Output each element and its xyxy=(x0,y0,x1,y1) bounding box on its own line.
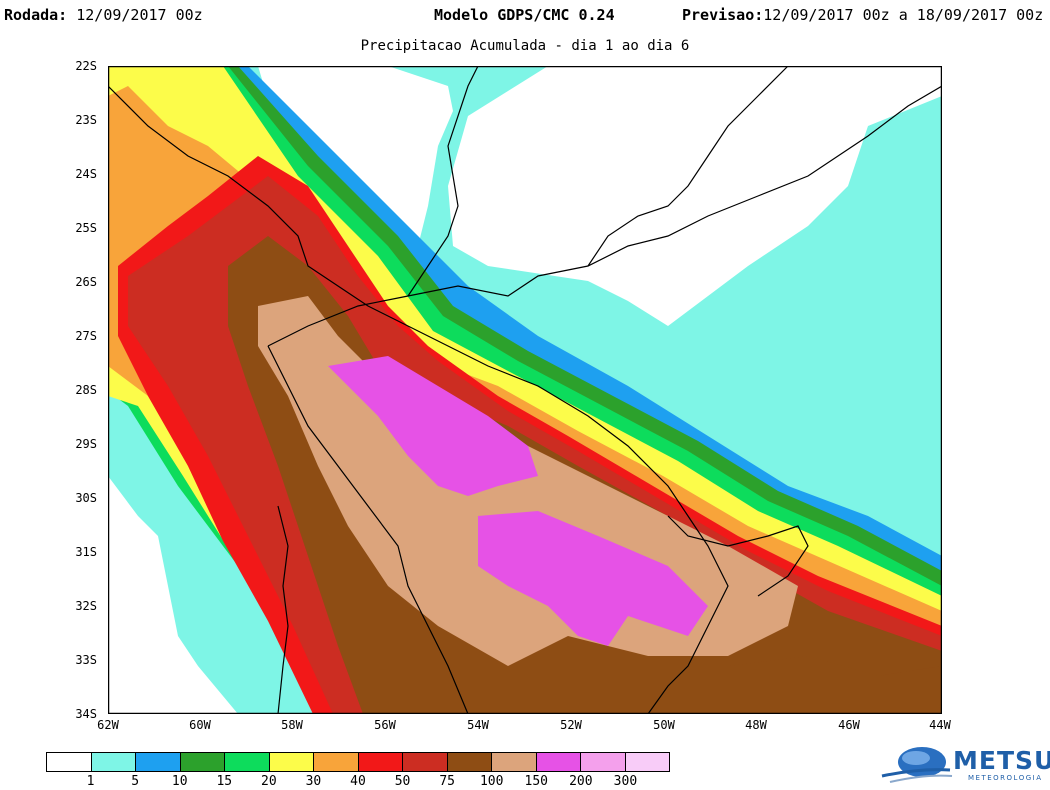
band-75mm-southeast xyxy=(728,656,942,714)
lon-label: 56W xyxy=(374,718,396,732)
forecast-period: Previsao:12/09/2017 00z a 18/09/2017 00z xyxy=(682,6,1044,24)
legend-label: 30 xyxy=(305,774,322,789)
legend-swatch xyxy=(403,753,448,771)
map-subtitle: Precipitacao Acumulada - dia 1 ao dia 6 xyxy=(360,38,690,54)
lon-label: 62W xyxy=(97,718,119,732)
band-150mm-north xyxy=(328,356,538,496)
legend-label: 100 xyxy=(479,774,504,789)
legend-label: 50 xyxy=(394,774,411,789)
lat-label: 26S xyxy=(75,275,97,289)
band-150mm-south xyxy=(478,511,708,646)
lon-label: 58W xyxy=(281,718,303,732)
legend-swatch xyxy=(358,753,403,771)
lon-label: 44W xyxy=(929,718,951,732)
legend-label: 15 xyxy=(216,774,233,789)
lat-label: 29S xyxy=(75,437,97,451)
lat-label: 32S xyxy=(75,599,97,613)
lat-label: 22S xyxy=(75,59,97,73)
lat-label: 25S xyxy=(75,221,97,235)
map-frame xyxy=(108,66,942,714)
lon-label: 54W xyxy=(467,718,489,732)
precipitation-map xyxy=(108,66,942,714)
legend-swatch xyxy=(180,753,225,771)
dry-area-southwest xyxy=(108,476,238,714)
legend-label: 75 xyxy=(439,774,455,789)
legend-swatch xyxy=(136,753,181,771)
color-legend xyxy=(46,752,670,772)
legend-swatch xyxy=(625,753,669,771)
legend-swatch xyxy=(47,753,92,771)
lat-label: 30S xyxy=(75,491,97,505)
lat-label: 28S xyxy=(75,383,97,397)
lon-label: 46W xyxy=(838,718,860,732)
lat-label: 33S xyxy=(75,653,97,667)
legend-label: 40 xyxy=(350,774,366,789)
legend-swatch xyxy=(314,753,359,771)
political-borders xyxy=(108,66,942,714)
legend-swatch xyxy=(581,753,626,771)
legend-label: 300 xyxy=(613,774,638,789)
dry-area-north xyxy=(258,66,453,246)
lat-label: 31S xyxy=(75,545,97,559)
lon-label: 52W xyxy=(560,718,582,732)
legend-label: 5 xyxy=(131,774,140,789)
legend-swatch xyxy=(91,753,136,771)
lat-label: 34S xyxy=(75,707,97,721)
metsul-logo xyxy=(881,747,953,783)
legend-label: 1 xyxy=(86,774,95,789)
legend-swatch xyxy=(536,753,581,771)
legend-swatch xyxy=(225,753,270,771)
legend-swatch xyxy=(269,753,314,771)
lon-label: 50W xyxy=(653,718,675,732)
logo-tagline: METEOROLOGIA xyxy=(968,774,1043,782)
legend-label: 200 xyxy=(569,774,593,789)
dry-area-east xyxy=(448,66,942,326)
logo-name: METSUL xyxy=(953,746,1050,775)
legend-label: 150 xyxy=(524,774,549,789)
lat-label: 24S xyxy=(75,167,97,181)
model-title: Modelo GDPS/CMC 0.24 xyxy=(434,6,615,24)
legend-swatch xyxy=(447,753,492,771)
legend-swatch xyxy=(492,753,537,771)
lon-label: 48W xyxy=(745,718,767,732)
lat-label: 27S xyxy=(75,329,97,343)
run-time: Rodada: 12/09/2017 00z xyxy=(4,6,203,24)
legend-label: 20 xyxy=(261,774,277,789)
lat-label: 23S xyxy=(75,113,97,127)
lon-label: 60W xyxy=(189,718,211,732)
legend-label: 10 xyxy=(171,774,188,789)
